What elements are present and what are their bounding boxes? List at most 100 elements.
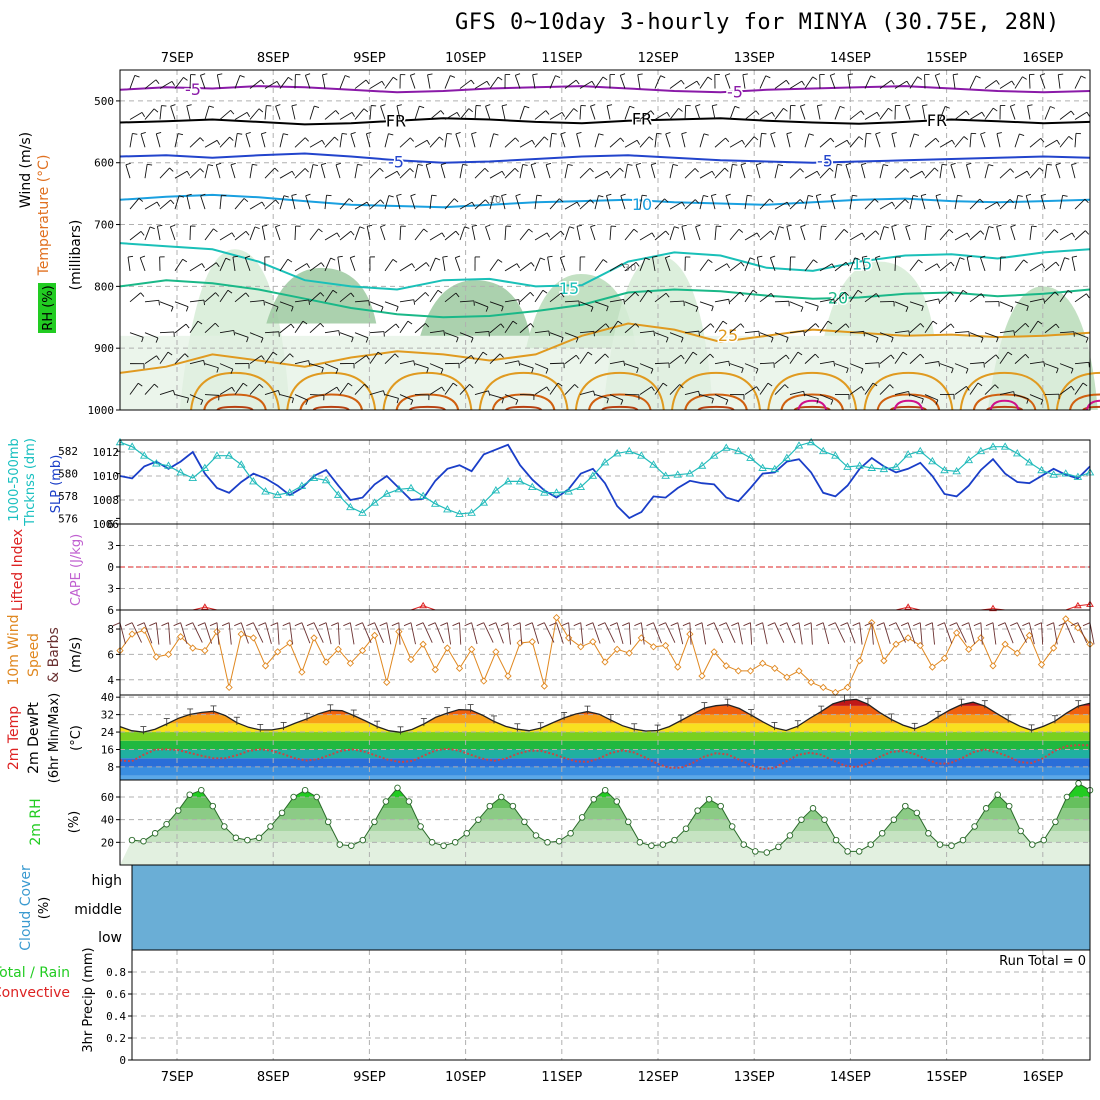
wind-barb — [260, 133, 266, 148]
wind-barb — [939, 291, 951, 303]
wind-barb-flag — [1040, 193, 1047, 197]
wind-barb-flag — [518, 360, 521, 366]
wind-barb — [519, 323, 531, 334]
wind-barb-flag — [1071, 232, 1076, 238]
wind-barb-flag — [575, 337, 579, 343]
wind-barb — [144, 332, 159, 339]
wind-barb-flag — [569, 226, 575, 229]
wind-barb-flag — [230, 110, 235, 115]
wind-barb-flag — [493, 195, 499, 198]
wind-barb — [485, 106, 491, 120]
thickness-marker — [273, 490, 282, 498]
wind-barb — [189, 320, 199, 333]
rh-marker — [382, 798, 390, 805]
rh-marker — [348, 842, 355, 849]
wind-barb-flag — [711, 170, 716, 176]
wind-barb-flag — [501, 104, 508, 107]
wind-barb — [744, 386, 757, 395]
wind-barb — [264, 351, 274, 364]
wind-barb-10m-flag — [864, 622, 872, 627]
wind-barb — [759, 362, 775, 365]
wind-speed-marker — [249, 634, 258, 642]
wind-barb-10m-flag — [1046, 622, 1054, 627]
wind-tick-label: 4 — [107, 674, 114, 687]
wind-barb — [714, 394, 729, 401]
wind-barb — [429, 195, 433, 210]
rh-marker — [313, 793, 320, 801]
ylabel-dewpt: 2m DewPt — [26, 702, 42, 774]
wind-barb — [609, 320, 619, 333]
wind-barb — [1074, 332, 1089, 339]
thickness-marker — [358, 508, 367, 516]
wind-speed-marker — [1037, 660, 1046, 669]
wind-barb — [429, 136, 440, 148]
wind-barb-flag — [636, 140, 641, 145]
wind-barb-flag — [304, 137, 309, 142]
wind-barb-flag — [934, 167, 939, 172]
thickness-marker — [152, 459, 161, 467]
wind-barb-flag — [289, 353, 294, 358]
wind-barb — [804, 301, 819, 307]
wind-barb-flag — [304, 168, 309, 173]
thickness-marker — [891, 462, 901, 470]
wind-barb — [489, 301, 504, 307]
wind-barb-flag — [771, 112, 775, 117]
rh-marker — [798, 816, 805, 823]
thickness-marker — [515, 477, 525, 485]
wind-barb — [774, 354, 787, 364]
wind-barb-flag — [1040, 399, 1044, 405]
wind-barb-flag — [501, 398, 504, 404]
wind-barb-flag — [703, 195, 709, 198]
wind-barb-flag — [722, 320, 728, 325]
wind-barb — [349, 257, 356, 272]
ylabel-thickness: 1000-500mb — [7, 438, 22, 522]
wind-barb-flag — [275, 224, 281, 228]
wind-barb — [159, 301, 174, 308]
wind-barb — [399, 168, 411, 179]
date-label-top: 11SEP — [541, 51, 582, 66]
thickness-marker — [576, 482, 586, 490]
wind-barb-flag — [906, 80, 910, 86]
rh-marker — [498, 793, 505, 801]
wind-barb-flag — [156, 355, 160, 361]
wind-barb — [264, 301, 279, 308]
wind-barb — [804, 195, 809, 210]
wind-barb — [579, 105, 582, 120]
wind-barb — [939, 323, 952, 334]
wind-barb — [309, 228, 319, 241]
thickness-tick-label: 582 — [58, 445, 78, 458]
wind-barb — [125, 164, 131, 179]
wind-barb-10m-flag — [367, 622, 375, 627]
wind-barb — [324, 195, 327, 210]
wind-barb — [324, 257, 332, 272]
wind-speed-marker — [358, 646, 367, 655]
wind-barb-flag — [635, 323, 640, 328]
wind-barb — [485, 226, 491, 241]
wind-barb-10m-flag — [585, 622, 594, 627]
wind-barb — [369, 301, 384, 308]
wind-barb-flag — [692, 351, 698, 356]
wind-barb — [894, 391, 909, 395]
cape-marker — [989, 604, 997, 612]
wind-barb-flag — [215, 262, 220, 267]
wind-barb-flag — [938, 298, 941, 304]
wind-barb-flag — [996, 337, 999, 343]
wind-barb-flag — [260, 79, 265, 85]
wind-barb-flag — [922, 104, 928, 107]
wind-barb — [834, 164, 838, 179]
wind-barb-flag — [261, 132, 267, 135]
wind-barb — [669, 164, 674, 179]
rh-patch — [266, 267, 377, 324]
wind-barb-flag — [170, 199, 175, 205]
wind-barb-flag — [860, 368, 864, 374]
rh-marker — [440, 842, 447, 849]
isotherm-line — [119, 85, 1091, 94]
rh-marker — [578, 814, 586, 821]
wind-barb-flag — [605, 323, 610, 328]
wind-barb — [249, 226, 256, 241]
wind-barb — [639, 290, 649, 303]
wind-barb — [129, 112, 143, 120]
wind-barb — [144, 383, 155, 395]
wind-barb-10m-flag — [428, 622, 436, 627]
temp-band — [120, 749, 1090, 759]
